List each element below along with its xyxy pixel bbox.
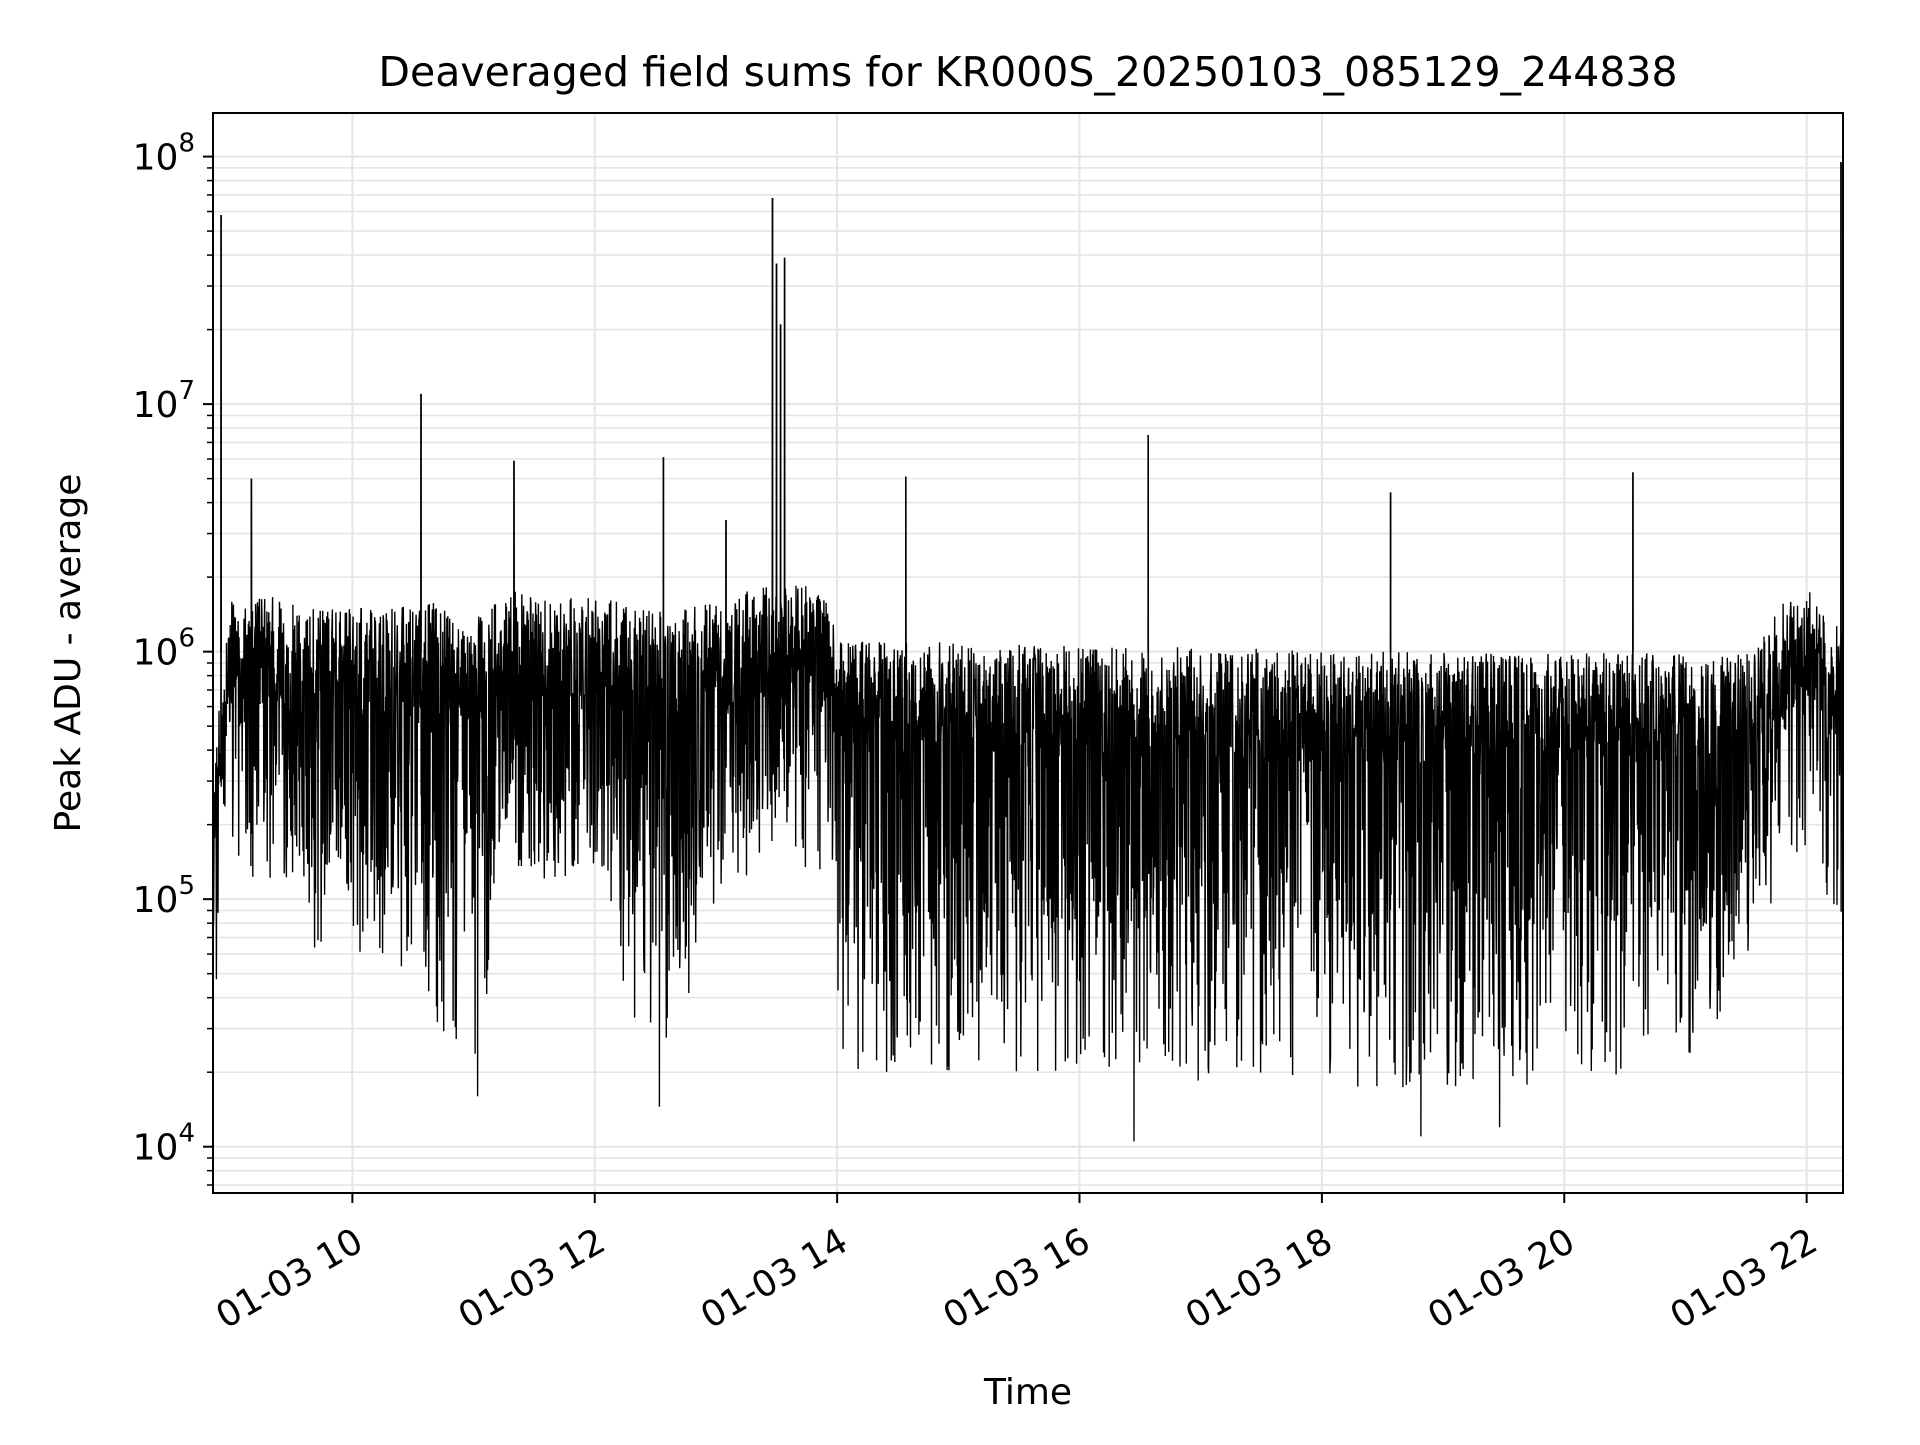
plot-area [212, 162, 1844, 1142]
y-tick-exponent: 4 [178, 1119, 195, 1149]
y-tick-exponent: 7 [178, 376, 195, 406]
axes-frame [212, 112, 1844, 1194]
y-tick-label: 106 [133, 624, 195, 674]
y-tick-label: 104 [133, 1119, 195, 1169]
y-tick-exponent: 5 [178, 871, 195, 901]
y-tick-exponent: 6 [178, 624, 195, 654]
y-tick-base: 10 [133, 1128, 179, 1169]
y-tick-exponent: 8 [178, 129, 195, 159]
y-axis-label: Peak ADU - average [48, 474, 89, 833]
y-tick-base: 10 [133, 138, 179, 179]
y-tick-label: 105 [133, 871, 195, 921]
y-tick-base: 10 [133, 880, 179, 921]
chart-title: Deaveraged field sums for KR000S_2025010… [378, 48, 1677, 96]
y-tick-base: 10 [133, 633, 179, 674]
y-tick-base: 10 [133, 385, 179, 426]
y-tick-label: 108 [133, 129, 195, 179]
y-tick-label: 107 [133, 376, 195, 426]
x-axis-label: Time [983, 1372, 1072, 1413]
series-line [212, 162, 1844, 1142]
